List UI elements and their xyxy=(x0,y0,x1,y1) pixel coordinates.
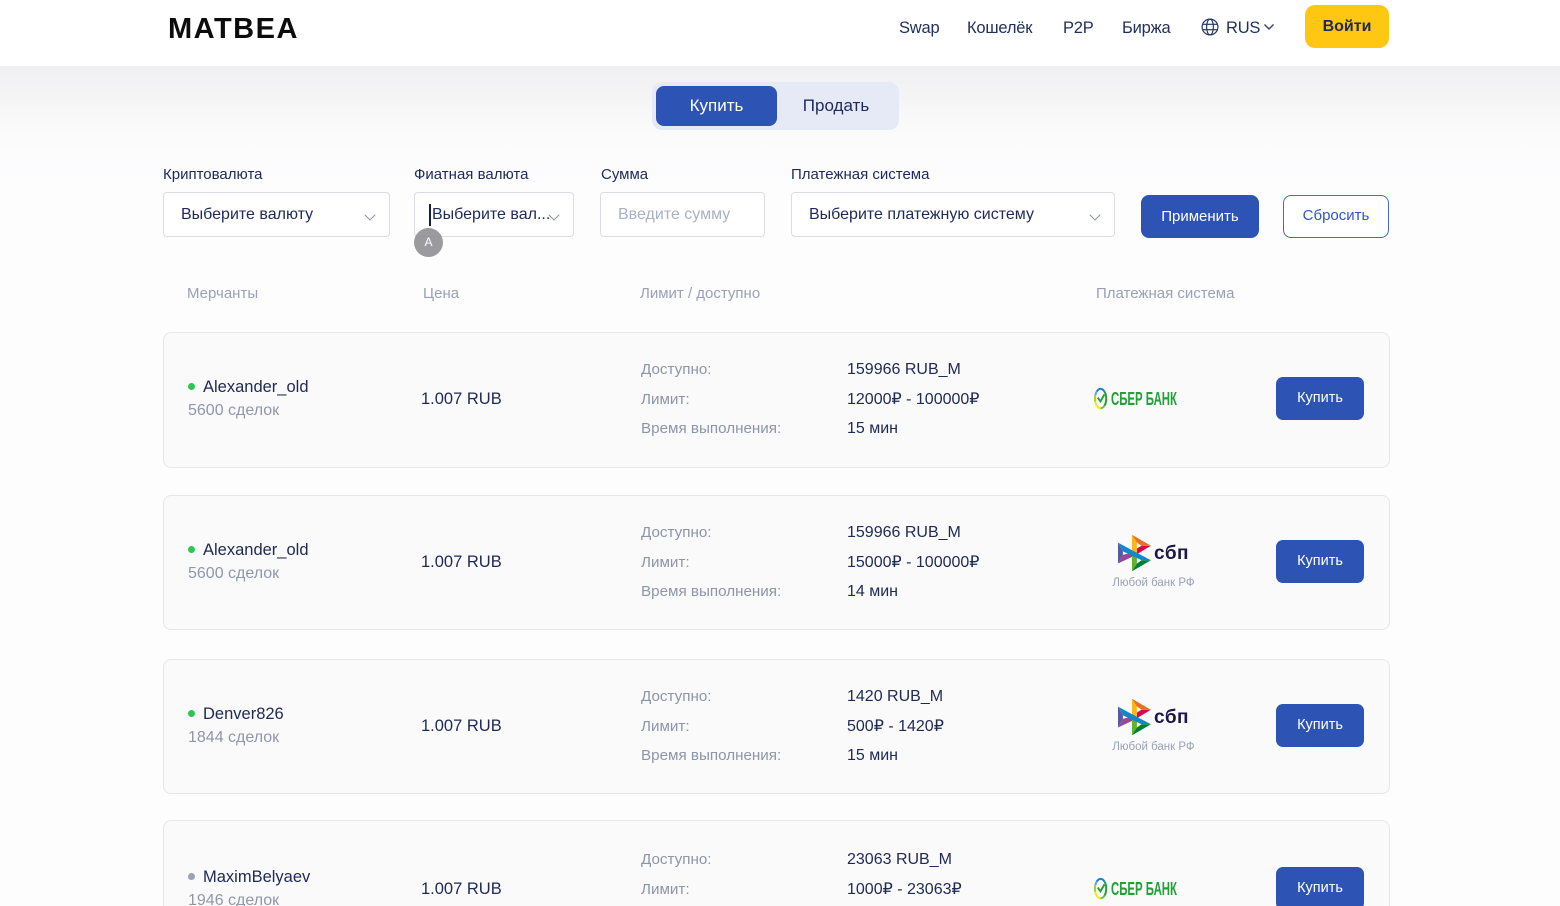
svg-text:СБЕР БАНК: СБЕР БАНК xyxy=(1111,879,1178,899)
svg-text:СБЕР БАНК: СБЕР БАНК xyxy=(1111,389,1178,409)
